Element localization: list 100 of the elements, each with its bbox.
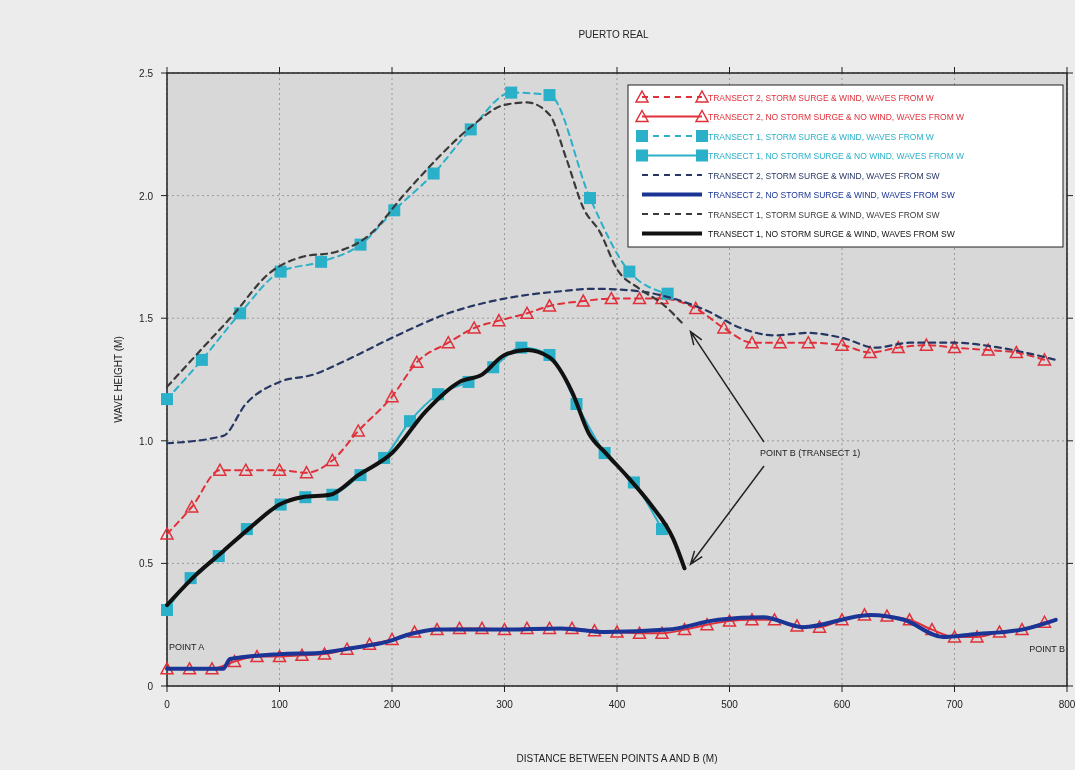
point — [385, 632, 399, 646]
y-tick-label: 1.0 — [139, 435, 154, 447]
point — [492, 313, 506, 327]
point — [717, 321, 731, 334]
point — [182, 662, 197, 675]
point — [604, 291, 619, 305]
x-tick-label: 100 — [271, 699, 289, 710]
point — [274, 265, 287, 278]
point — [161, 603, 173, 616]
chart-title: PUERTO REAL — [578, 29, 650, 40]
point — [565, 621, 579, 635]
point — [632, 626, 647, 640]
point — [505, 86, 518, 99]
point — [981, 343, 995, 356]
point — [239, 463, 253, 476]
point — [160, 527, 174, 540]
text: TRANSECT 1, NO STORM SURGE & WIND, WAVES FROM SW — [708, 229, 955, 239]
x-tick-label: 400 — [608, 699, 626, 710]
point — [767, 613, 782, 626]
legend-label: TRANSECT 2, NO STORM SURGE & NO WIND, WAVES FROM W — [708, 112, 965, 122]
point — [919, 338, 934, 351]
point — [970, 630, 984, 643]
point — [467, 321, 481, 334]
point — [520, 306, 534, 320]
point — [745, 613, 759, 626]
point — [902, 613, 917, 626]
y-tick-label: 2.5 — [139, 68, 154, 79]
point — [677, 622, 692, 636]
point — [835, 613, 849, 626]
annotation: POINT B — [1029, 644, 1065, 654]
point — [689, 301, 703, 315]
x-tick-label: 0 — [164, 699, 171, 710]
x-axis-title: DISTANCE BETWEEN POINTS A AND B (M) — [516, 753, 718, 764]
x-tick-label: 300 — [496, 699, 514, 710]
point — [891, 340, 905, 354]
y-tick-label: 0.5 — [139, 558, 154, 570]
point — [610, 625, 624, 638]
point — [272, 649, 287, 663]
legend-label: TRANSECT 2, STORM SURGE & WIND, WAVES FROM W — [708, 92, 934, 103]
point — [441, 335, 455, 349]
point — [340, 642, 354, 655]
point — [205, 662, 219, 675]
point — [947, 630, 962, 643]
annotation: POINT A — [169, 642, 205, 652]
x-tick-label: 600 — [833, 699, 851, 710]
y-tick-label: 1.5 — [139, 313, 154, 325]
point — [1037, 615, 1052, 628]
point — [773, 335, 787, 349]
text: TRANSECT 1, STORM SURGE & WIND, WAVES FROM SW — [708, 209, 940, 220]
point — [475, 621, 489, 635]
text: TRANSECT 2, STORM SURGE & WIND, WAVES FROM SW — [708, 170, 940, 181]
point — [497, 622, 512, 636]
point — [362, 637, 377, 651]
x-tick-label: 200 — [383, 699, 401, 710]
point — [880, 609, 894, 622]
point — [947, 340, 962, 354]
point — [542, 621, 557, 635]
point — [427, 167, 440, 180]
point — [250, 649, 264, 663]
point — [452, 621, 467, 635]
point — [407, 625, 422, 638]
annotation: POINT B (TRANSECT 1) — [760, 448, 861, 458]
point — [185, 500, 199, 513]
point — [722, 614, 737, 627]
point — [227, 654, 242, 668]
point — [835, 338, 849, 351]
point — [272, 463, 287, 476]
point — [812, 620, 827, 633]
y-axis-title: WAVE HEIGHT (M) — [113, 336, 124, 423]
x-tick-label: 500 — [721, 699, 739, 710]
point — [700, 617, 714, 631]
point — [315, 255, 328, 268]
x-tick-label: 800 — [1058, 699, 1075, 710]
point — [801, 335, 815, 349]
point — [430, 622, 444, 636]
point — [195, 353, 208, 366]
point — [351, 424, 365, 437]
point — [317, 647, 332, 660]
point — [295, 648, 309, 662]
legend-label: TRANSECT 1, STORM SURGE & WIND, WAVES FROM W — [708, 131, 934, 142]
point — [655, 291, 669, 305]
point — [385, 389, 399, 403]
point — [655, 626, 669, 640]
y-tick-label: 2.0 — [139, 190, 154, 202]
point — [576, 294, 590, 307]
text: TRANSECT 2, NO STORM SURGE & WIND, WAVES FROM SW — [708, 190, 955, 200]
point — [790, 619, 804, 632]
point — [632, 291, 647, 305]
point — [623, 265, 636, 278]
point — [299, 465, 314, 479]
point — [992, 625, 1007, 638]
legend-label: TRANSECT 1, NO STORM SURGE & NO WIND, WAVES FROM W — [708, 151, 965, 161]
point — [1009, 345, 1024, 359]
point — [543, 89, 556, 102]
point — [745, 335, 759, 349]
point — [584, 192, 596, 205]
point — [161, 393, 173, 406]
point — [213, 463, 227, 476]
y-tick-label: 0 — [147, 681, 154, 692]
point — [1037, 353, 1052, 366]
